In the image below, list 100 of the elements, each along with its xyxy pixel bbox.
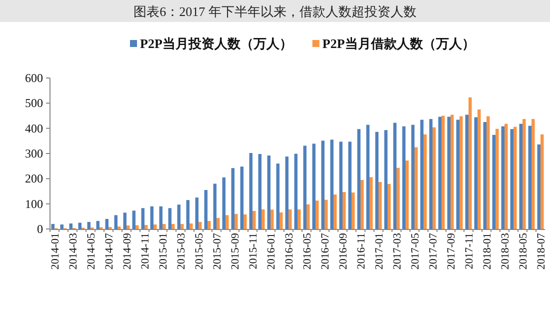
x-tick-label: 2015-01: [158, 233, 170, 270]
bar: [168, 208, 172, 229]
x-tick-label: 2016-05: [302, 232, 314, 270]
bar: [378, 182, 382, 229]
x-tick-label: 2017-01: [374, 233, 386, 270]
x-tick-label: 2018-05: [518, 232, 530, 270]
bar: [216, 218, 220, 229]
bar: [384, 130, 388, 229]
x-tick-label: 2014-11: [140, 233, 152, 270]
bar: [360, 180, 364, 229]
x-tick-label: 2016-01: [266, 233, 278, 270]
bar: [429, 119, 432, 229]
bar: [501, 126, 504, 229]
bar: [69, 223, 72, 229]
bar: [204, 190, 208, 229]
bar: [159, 206, 162, 229]
bar: [450, 114, 454, 229]
bar: [330, 140, 334, 229]
bar: [460, 116, 463, 229]
bar: [288, 209, 292, 229]
bar: [474, 117, 478, 229]
bar: [478, 109, 481, 229]
bar: [528, 126, 532, 229]
bar: [348, 142, 352, 229]
y-tick-label: 0: [37, 222, 43, 236]
x-tick-label: 2014-01: [50, 233, 62, 270]
bar: [280, 212, 283, 229]
bar: [321, 140, 324, 229]
x-tick-label: 2014-07: [104, 232, 116, 270]
bar: [270, 210, 274, 229]
bar: [208, 220, 211, 229]
bar: [504, 124, 508, 229]
x-tick-label: 2014-05: [86, 232, 98, 270]
bar: [252, 210, 256, 229]
x-tick-label: 2016-11: [356, 233, 368, 270]
bar: [375, 132, 378, 229]
legend-label: P2P当月借款人数（万人）: [322, 36, 475, 51]
y-tick-label: 500: [25, 96, 43, 110]
bar: [240, 166, 244, 229]
bar: [267, 156, 270, 229]
bar: [522, 119, 526, 229]
x-tick-label: 2015-11: [248, 233, 260, 270]
x-tick-label: 2016-03: [284, 232, 296, 270]
x-tick-label: 2017-09: [446, 232, 458, 270]
bar: [456, 120, 460, 229]
bar: [114, 215, 118, 229]
bar: [447, 116, 450, 229]
y-tick-label: 600: [25, 71, 43, 85]
x-tick-label: 2014-09: [122, 232, 134, 270]
bar: [172, 224, 175, 229]
bar: [468, 97, 472, 229]
x-tick-label: 2017-11: [464, 233, 476, 270]
x-tick-label: 2016-09: [338, 232, 350, 270]
bar: [483, 122, 486, 229]
bar: [118, 226, 121, 229]
y-tick-label: 200: [25, 172, 43, 186]
bar: [442, 116, 445, 229]
bar: [276, 164, 280, 229]
bar: [303, 146, 306, 229]
bar: [357, 129, 360, 229]
x-tick-label: 2018-01: [482, 233, 494, 270]
bar: [312, 144, 316, 229]
bar: [496, 128, 499, 229]
bar: [486, 116, 490, 229]
bar: [154, 224, 157, 229]
bar: [352, 192, 355, 229]
bar: [492, 134, 496, 229]
y-tick-label: 400: [25, 121, 43, 136]
bar: [298, 209, 301, 229]
bar: [132, 210, 136, 229]
bar: [234, 214, 238, 229]
y-tick-label: 300: [25, 146, 43, 160]
bar: [388, 184, 391, 229]
x-tick-label: 2018-07: [536, 232, 548, 270]
bar: [105, 218, 108, 229]
x-tick-label: 2017-07: [428, 232, 440, 270]
bar: [324, 200, 328, 229]
bar: [195, 198, 198, 229]
bar: [60, 224, 64, 229]
bar: [334, 194, 337, 229]
bar: [262, 209, 265, 229]
bar: [424, 134, 427, 229]
bar: [222, 177, 226, 229]
bar: [510, 129, 514, 229]
bar: [190, 223, 193, 229]
bar: [306, 204, 310, 229]
bar: [406, 160, 409, 229]
x-tick-label: 2015-09: [230, 232, 242, 270]
bar: [126, 225, 130, 229]
bar: [432, 127, 436, 229]
bar: [51, 224, 54, 229]
bar: [78, 222, 82, 229]
bar: [393, 122, 396, 229]
bar: [150, 206, 154, 229]
x-tick-label: 2018-03: [500, 232, 512, 270]
bar: [258, 154, 262, 229]
bar: [414, 147, 418, 229]
bar: [396, 168, 400, 229]
bar: [370, 177, 373, 229]
bar: [198, 222, 202, 229]
